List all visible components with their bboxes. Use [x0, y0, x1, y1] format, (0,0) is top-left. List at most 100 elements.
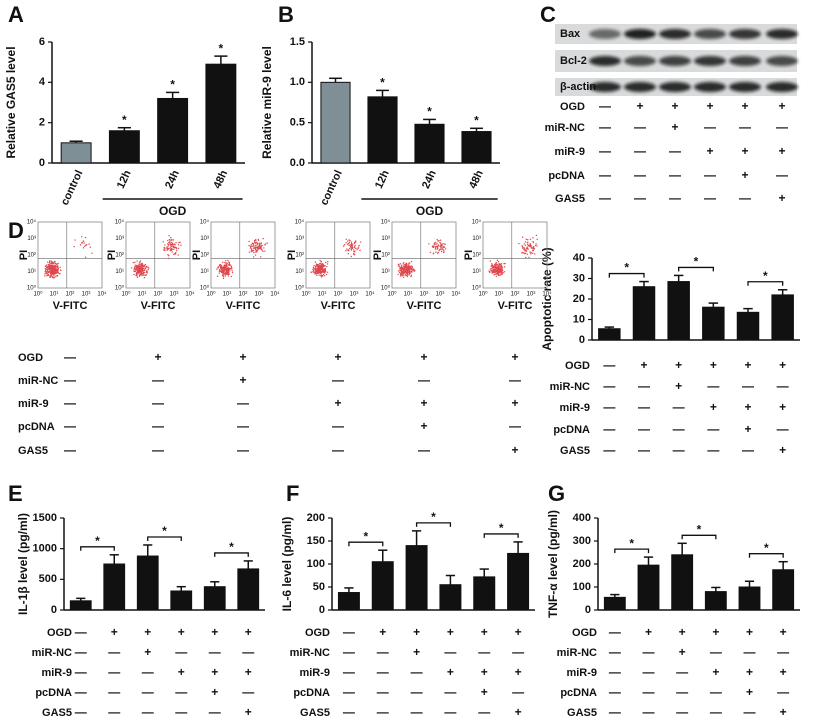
y-tick-label: 300	[573, 535, 591, 547]
condition-sign: —	[710, 645, 722, 659]
flow-event	[173, 243, 176, 245]
flow-event	[492, 266, 494, 269]
bar	[205, 63, 237, 164]
condition-label: pcDNA	[548, 170, 585, 182]
flow-event	[57, 265, 59, 267]
condition-sign: —	[343, 705, 355, 719]
y-tick-label: 150	[307, 535, 325, 547]
y-axis-label: PI	[372, 250, 384, 260]
condition-sign: +	[245, 665, 252, 679]
flow-event	[254, 254, 257, 256]
flow-event	[49, 276, 52, 278]
flow-event	[169, 249, 171, 252]
flow-event	[400, 264, 403, 267]
flow-event	[319, 274, 322, 277]
flow-event	[219, 263, 222, 266]
flow-event	[441, 244, 443, 246]
condition-sign: —	[673, 400, 685, 414]
flow-event	[166, 249, 168, 251]
condition-sign: —	[742, 443, 754, 457]
flow-event	[48, 265, 51, 268]
flow-event	[321, 270, 324, 272]
blot-band	[659, 56, 691, 66]
y-tick-label: 10²	[27, 253, 36, 259]
condition-sign: —	[75, 685, 87, 699]
condition-sign: —	[634, 144, 646, 158]
flow-event	[355, 247, 357, 250]
flow-event	[536, 238, 538, 241]
flow-event	[252, 249, 255, 252]
y-tick-label: 10²	[200, 253, 209, 259]
flow-event	[168, 243, 170, 246]
flow-event	[526, 241, 529, 244]
flow-event	[530, 253, 532, 255]
flow-event	[445, 248, 447, 250]
condition-sign: +	[779, 400, 786, 414]
flow-event	[433, 244, 435, 246]
flow-event	[218, 272, 220, 274]
flow-event	[354, 240, 357, 242]
flow-event	[356, 248, 358, 251]
significance-star: *	[380, 76, 385, 90]
flow-event	[327, 260, 329, 263]
flow-event	[47, 268, 49, 270]
condition-sign: —	[744, 705, 756, 719]
flow-event	[435, 251, 437, 253]
bar	[136, 555, 159, 611]
flow-event	[89, 246, 91, 248]
flow-event	[147, 266, 149, 268]
y-axis-label: PI	[191, 250, 203, 260]
flow-event	[496, 273, 498, 275]
flow-event	[136, 264, 138, 267]
flow-event	[253, 239, 256, 242]
flow-event	[434, 247, 437, 249]
condition-sign: —	[609, 705, 621, 719]
flow-event	[47, 265, 50, 267]
flow-event	[171, 244, 173, 246]
condition-label: miR-NC	[18, 375, 58, 387]
condition-sign: +	[178, 665, 185, 679]
condition-sign: +	[413, 645, 420, 659]
x-tick-label: 10¹	[404, 292, 413, 298]
flow-event	[136, 276, 139, 278]
flow-event	[252, 243, 255, 245]
significance-bracket	[415, 522, 452, 527]
condition-sign: —	[343, 665, 355, 679]
significance-bracket	[348, 541, 384, 547]
condition-sign: —	[209, 645, 221, 659]
condition-sign: +	[780, 665, 787, 679]
flow-event	[501, 268, 503, 270]
condition-sign: —	[707, 379, 719, 393]
condition-sign: +	[645, 625, 652, 639]
flow-event	[439, 239, 442, 241]
condition-sign: —	[75, 645, 87, 659]
flow-event	[260, 242, 262, 244]
x-tick-label: control	[318, 168, 345, 207]
flow-event	[533, 248, 536, 250]
condition-sign: —	[478, 705, 490, 719]
flow-event	[410, 271, 413, 273]
y-tick-label: 10³	[115, 236, 124, 242]
flow-event	[435, 245, 438, 248]
flow-event	[318, 272, 321, 274]
flow-event	[403, 276, 405, 279]
flow-event	[318, 274, 320, 276]
condition-label: OGD	[47, 627, 72, 639]
y-tick-label: 400	[573, 512, 591, 524]
condition-sign: +	[239, 373, 246, 387]
flow-event	[227, 271, 229, 273]
condition-sign: —	[742, 379, 754, 393]
x-tick-label: 10³	[170, 292, 179, 298]
flow-event	[171, 239, 173, 241]
flow-event	[348, 239, 350, 241]
flow-event	[48, 270, 50, 273]
flow-event	[135, 272, 138, 274]
flow-event	[345, 250, 347, 252]
bar	[736, 311, 760, 341]
flow-frame	[125, 221, 191, 289]
flow-event	[139, 272, 142, 275]
condition-sign: +	[334, 350, 341, 364]
flow-event	[51, 268, 54, 271]
flow-event	[440, 247, 442, 250]
flow-event	[54, 264, 57, 266]
